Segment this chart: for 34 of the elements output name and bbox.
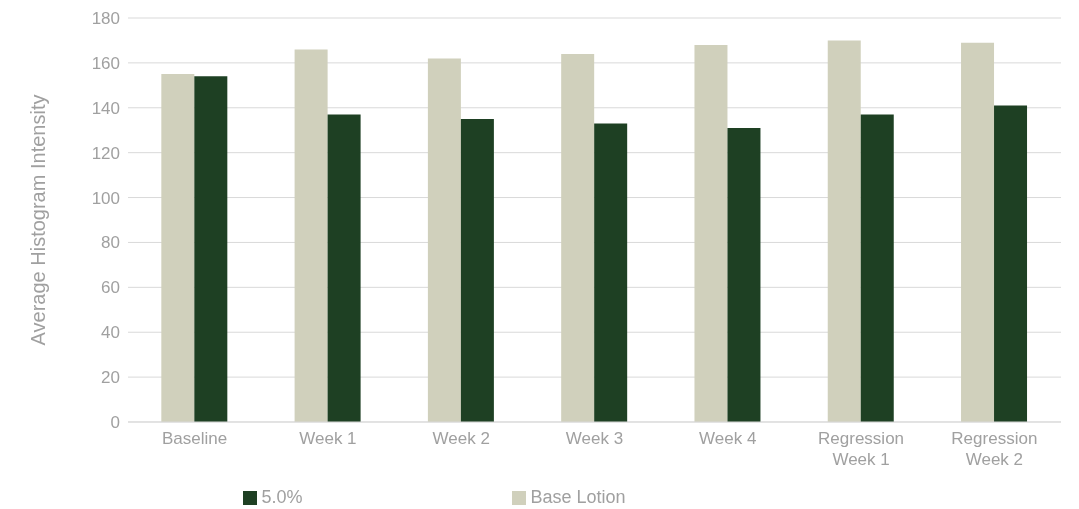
y-tick-label: 60 — [101, 278, 120, 298]
bar — [961, 42, 995, 422]
x-tick-label: Week 2 — [432, 429, 490, 448]
bar — [694, 44, 728, 422]
x-tick-label: Week 4 — [699, 429, 757, 448]
bar — [294, 49, 328, 422]
bar — [327, 114, 361, 422]
x-tick-label: Baseline — [162, 429, 228, 448]
x-tick-label: Regression Week 2 — [951, 429, 1038, 469]
y-tick-label: 100 — [91, 188, 120, 208]
y-axis-title: Average Histogram Intensity — [27, 94, 50, 346]
bar — [827, 40, 861, 422]
y-tick-label: 20 — [101, 368, 120, 388]
y-tick-label: 120 — [91, 143, 120, 163]
bar — [161, 74, 195, 422]
y-tick-label: 40 — [101, 323, 120, 343]
bar — [194, 76, 228, 422]
bar — [727, 127, 761, 422]
x-tick-label: Week 1 — [299, 429, 357, 448]
bar — [860, 114, 894, 422]
y-tick-label: 160 — [91, 53, 120, 73]
legend-label: 5.0% — [261, 487, 303, 507]
bar — [561, 53, 595, 422]
bar — [994, 105, 1028, 422]
bar — [427, 58, 461, 422]
y-tick-label: 140 — [91, 98, 120, 118]
y-tick-label: 180 — [91, 9, 120, 29]
bar — [594, 123, 628, 422]
y-tick-label: 0 — [110, 413, 120, 433]
y-tick-label: 80 — [101, 233, 120, 253]
legend-label: Base Lotion — [530, 487, 626, 507]
bar — [460, 119, 494, 422]
x-tick-label: Regression Week 1 — [818, 429, 905, 469]
x-tick-label: Week 3 — [565, 429, 624, 448]
